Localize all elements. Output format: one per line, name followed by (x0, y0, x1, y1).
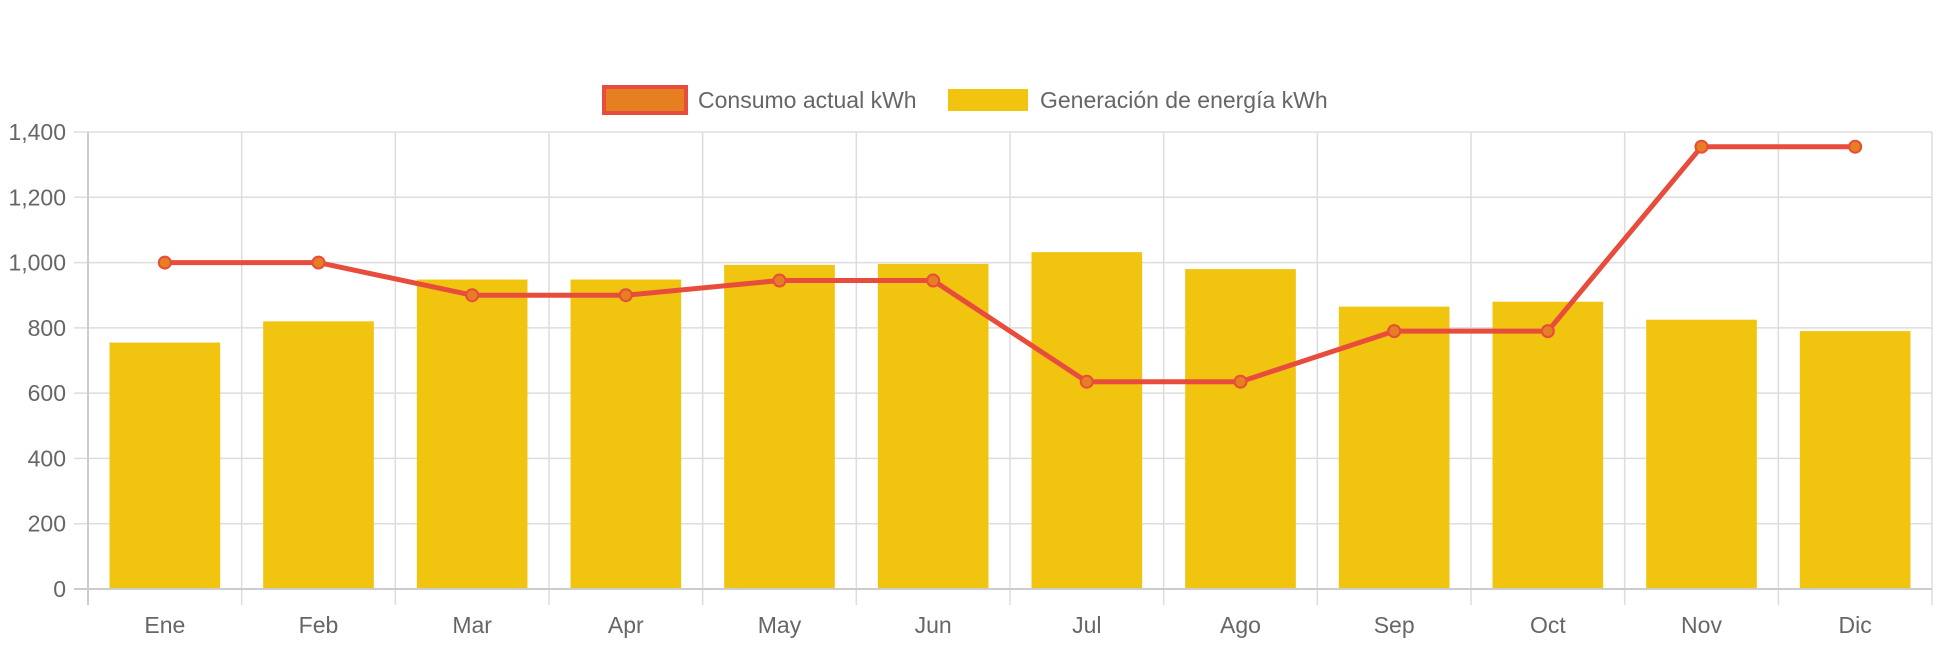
x-tick-label: Sep (1374, 612, 1415, 638)
bar-ene[interactable] (109, 342, 221, 589)
point-ago[interactable] (1233, 374, 1248, 389)
x-tick-label: Dic (1839, 612, 1872, 638)
legend-item-generacion[interactable]: Generación de energía kWh (948, 87, 1328, 113)
y-tick-label: 400 (28, 445, 66, 471)
bar-jul[interactable] (1031, 252, 1143, 589)
x-axis: Ene Feb Mar Apr May Jun Jul Ago Sep Oct Nov Dic (74, 588, 1932, 638)
bar-dic[interactable] (1799, 331, 1911, 589)
x-tick-label: Apr (608, 612, 644, 638)
x-tick-label: Feb (299, 612, 339, 638)
bar-feb[interactable] (263, 321, 374, 589)
point-oct[interactable] (1540, 324, 1555, 339)
y-tick-label: 200 (28, 511, 66, 537)
y-tick-label: 1,000 (8, 250, 66, 276)
bar-sep[interactable] (1338, 306, 1450, 589)
bar-may[interactable] (724, 264, 835, 589)
y-tick-label: 1,400 (8, 119, 66, 145)
point-sep[interactable] (1387, 324, 1402, 339)
legend-swatch-consumo (602, 85, 688, 115)
bar-oct[interactable] (1492, 301, 1604, 589)
bar-apr[interactable] (570, 279, 682, 589)
x-tick-label: Mar (452, 612, 492, 638)
y-tick-label: 0 (53, 576, 66, 602)
bar-nov[interactable] (1646, 319, 1757, 589)
x-tick-label: May (758, 612, 802, 638)
consumo-line (164, 144, 1856, 385)
y-axis: 0 200 400 600 800 1,000 1,200 1,400 (8, 119, 89, 605)
bar-mar[interactable] (416, 279, 528, 589)
point-nov[interactable] (1694, 139, 1709, 154)
y-tick-label: 1,200 (8, 184, 66, 210)
legend-label-generacion: Generación de energía kWh (1040, 87, 1328, 113)
x-tick-label: Jun (915, 612, 952, 638)
point-feb[interactable] (311, 255, 326, 270)
point-ene[interactable] (157, 255, 172, 270)
point-may[interactable] (772, 273, 787, 288)
legend-item-consumo[interactable]: Consumo actual kWh (602, 85, 917, 115)
y-tick-label: 800 (28, 315, 66, 341)
x-tick-label: Ene (144, 612, 185, 638)
point-mar[interactable] (465, 288, 480, 303)
legend[interactable]: Consumo actual kWh Generación de energía… (602, 85, 1328, 115)
bar-jun[interactable] (877, 263, 989, 589)
bar-series-generacion (109, 252, 1911, 589)
legend-swatch-generacion (948, 89, 1028, 111)
x-tick-label: Ago (1220, 612, 1261, 638)
x-tick-label: Oct (1530, 612, 1566, 638)
legend-label-consumo: Consumo actual kWh (698, 87, 917, 113)
point-dic[interactable] (1848, 139, 1863, 154)
line-series-consumo (157, 139, 1863, 389)
x-tick-label: Nov (1681, 612, 1722, 638)
y-tick-label: 600 (28, 380, 66, 406)
point-jul[interactable] (1079, 374, 1094, 389)
point-apr[interactable] (618, 288, 633, 303)
x-tick-label: Jul (1072, 612, 1101, 638)
bar-ago[interactable] (1185, 269, 1296, 589)
point-jun[interactable] (926, 273, 941, 288)
